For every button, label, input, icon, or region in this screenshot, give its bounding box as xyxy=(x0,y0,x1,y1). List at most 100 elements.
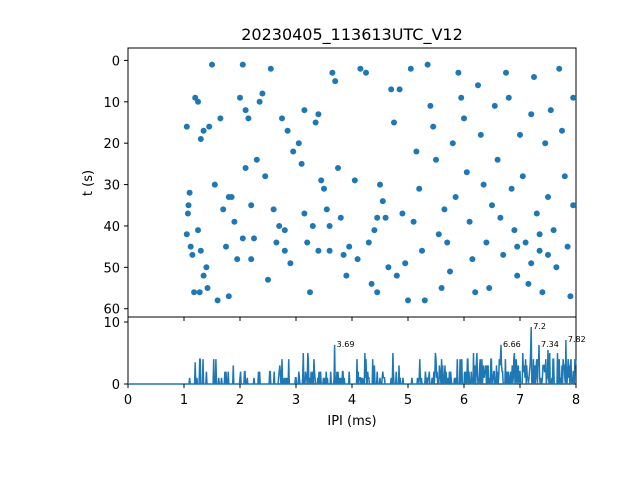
scatter-point xyxy=(486,285,493,291)
scatter-point xyxy=(220,206,227,213)
scatter-point xyxy=(564,243,571,250)
scatter-point xyxy=(393,272,400,279)
scatter-point xyxy=(195,98,201,105)
scatter-point xyxy=(514,272,521,279)
scatter-point xyxy=(256,98,263,105)
scatter-point xyxy=(559,127,565,134)
scatter-point xyxy=(204,285,211,291)
scatter-point xyxy=(363,69,369,76)
scatter-point xyxy=(419,247,425,254)
scatter-point xyxy=(301,210,308,217)
scatter-point xyxy=(455,69,462,76)
scatter-point xyxy=(211,181,218,188)
scatter-point xyxy=(427,102,434,109)
y-tick-label: 50 xyxy=(103,261,120,276)
scatter-point xyxy=(447,268,453,275)
y-tick-label: 10 xyxy=(103,96,120,111)
peak-annotation-label: 3.69 xyxy=(337,340,355,349)
scatter-point xyxy=(519,173,526,180)
scatter-point xyxy=(382,214,389,221)
scatter-point xyxy=(346,243,353,250)
scatter-point xyxy=(184,210,191,217)
scatter-point xyxy=(433,156,439,163)
scatter-point xyxy=(545,194,551,200)
scatter-point xyxy=(458,94,465,101)
scatter-point xyxy=(312,119,319,126)
x-tick-label: 0 xyxy=(124,393,132,408)
scatter-point xyxy=(449,140,456,147)
y-tick-label: 40 xyxy=(103,220,120,235)
scatter-point xyxy=(323,206,330,213)
scatter-point xyxy=(251,235,257,242)
x-tick-label: 8 xyxy=(572,393,580,408)
x-tick-label: 7 xyxy=(516,393,524,408)
scatter-point xyxy=(225,293,232,300)
scatter-point xyxy=(290,148,297,155)
scatter-point xyxy=(245,115,252,122)
scatter-point xyxy=(295,140,302,147)
scatter-points xyxy=(183,61,577,304)
scatter-point xyxy=(402,260,409,267)
scatter-point xyxy=(309,223,316,229)
x-tick-label: 2 xyxy=(236,393,244,408)
scatter-point xyxy=(281,247,288,254)
scatter-point xyxy=(517,131,523,138)
scatter-point xyxy=(214,297,221,304)
scatter-point xyxy=(228,194,235,200)
scatter-point xyxy=(461,115,467,122)
scatter-point xyxy=(206,123,213,130)
scatter-point xyxy=(407,65,414,72)
scatter-point xyxy=(528,260,535,267)
peak-annotation-label: 7.34 xyxy=(541,340,559,349)
scatter-point xyxy=(259,90,266,97)
scatter-y-label: t (s) xyxy=(81,170,96,196)
y-tick-label: 10 xyxy=(103,316,120,331)
scatter-point xyxy=(234,256,241,263)
scatter-point xyxy=(388,86,395,93)
scatter-point xyxy=(321,185,327,192)
scatter-point xyxy=(374,289,381,296)
scatter-point xyxy=(365,239,372,246)
scatter-point xyxy=(343,272,350,279)
peak-annotation-label: 7.82 xyxy=(568,335,586,344)
scatter-point xyxy=(189,251,196,258)
scatter-point xyxy=(396,86,403,93)
x-tick-label: 4 xyxy=(348,393,356,408)
scatter-point xyxy=(223,243,229,250)
scatter-point xyxy=(399,210,406,217)
scatter-point xyxy=(494,156,501,163)
scatter-point xyxy=(281,227,288,234)
scatter-point xyxy=(196,289,203,296)
scatter-point xyxy=(469,256,476,263)
scatter-point xyxy=(500,251,507,258)
scatter-point xyxy=(536,247,543,254)
scatter-point xyxy=(262,173,269,180)
y-tick-label: 0 xyxy=(112,378,120,393)
scatter-point xyxy=(514,243,521,250)
scatter-point xyxy=(284,127,291,134)
scatter-point xyxy=(298,160,305,167)
scatter-point xyxy=(242,107,249,114)
scatter-point xyxy=(491,102,498,109)
scatter-point xyxy=(273,239,280,246)
scatter-point xyxy=(553,264,560,271)
scatter-point xyxy=(276,223,283,229)
scatter-point xyxy=(561,173,568,180)
scatter-axes-frame xyxy=(127,47,577,318)
scatter-point xyxy=(253,156,260,163)
scatter-point xyxy=(444,239,451,246)
scatter-point xyxy=(279,115,285,122)
scatter-point xyxy=(505,94,512,101)
scatter-point xyxy=(435,231,442,238)
scatter-point xyxy=(483,239,490,246)
scatter-point xyxy=(326,223,333,229)
chart-title: 20230405_113613UTC_V12 xyxy=(241,25,463,45)
scatter-point xyxy=(304,239,311,246)
scatter-point xyxy=(503,69,509,76)
scatter-point xyxy=(371,227,378,234)
peak-annotations: 3.69 6.66 7.2 7.34 7.82 xyxy=(337,322,586,349)
scatter-point xyxy=(200,127,207,134)
scatter-point xyxy=(326,247,333,254)
scatter-point xyxy=(200,272,207,279)
